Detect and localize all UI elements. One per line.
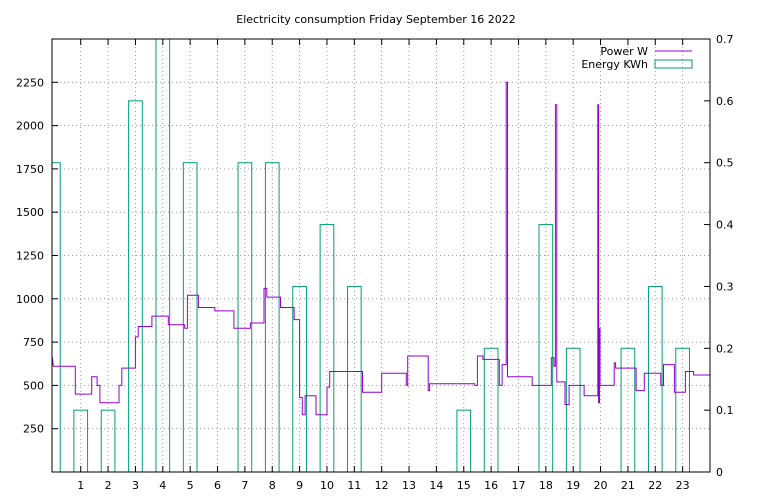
- x-tick-label: 7: [241, 479, 248, 492]
- x-tick-label: 5: [187, 479, 194, 492]
- plot-border: [51, 38, 711, 473]
- energy-bar: [237, 162, 253, 473]
- y2-tick-label: 0: [716, 466, 723, 479]
- y-tick-label: 1000: [16, 293, 44, 306]
- y2-tick-label: 0.4: [716, 219, 734, 232]
- y2-tick-label: 0.1: [716, 404, 734, 417]
- energy-bar: [483, 347, 499, 473]
- grid: [52, 39, 710, 472]
- power-line-group: [51, 81, 710, 416]
- x-tick-label: 21: [621, 479, 635, 492]
- x-tick-label: 9: [296, 479, 303, 492]
- y-tick-label: 1750: [16, 163, 44, 176]
- y-tick-label: 2000: [16, 120, 44, 133]
- x-tick-label: 1: [77, 479, 84, 492]
- energy-bar: [319, 224, 335, 473]
- x-tick-label: 12: [375, 479, 389, 492]
- x-tick-label: 17: [511, 479, 525, 492]
- energy-bar: [565, 347, 581, 473]
- energy-bars: [51, 38, 690, 473]
- y2-tick-label: 0.2: [716, 342, 734, 355]
- energy-bar: [675, 347, 690, 473]
- x-tick-label: 22: [648, 479, 662, 492]
- x-tick-label: 8: [269, 479, 276, 492]
- x-tick-label: 15: [457, 479, 471, 492]
- axes: [51, 38, 711, 473]
- y-tick-label: 1500: [16, 206, 44, 219]
- x-tick-label: 6: [214, 479, 221, 492]
- energy-bar: [264, 162, 280, 473]
- energy-bar: [128, 100, 143, 473]
- x-tick-label: 3: [132, 479, 139, 492]
- y-tick-label: 500: [23, 379, 44, 392]
- y-tick-label: 750: [23, 336, 44, 349]
- power-line: [51, 81, 710, 416]
- chart-title: Electricity consumption Friday September…: [236, 13, 515, 26]
- x-tick-label: 14: [429, 479, 443, 492]
- legend: Power W Energy KWh: [581, 45, 693, 71]
- legend-label-power: Power W: [600, 45, 648, 58]
- x-tick-label: 2: [105, 479, 112, 492]
- energy-bar: [538, 224, 554, 473]
- y2-tick-label: 0.5: [716, 157, 734, 170]
- x-tick-label: 10: [320, 479, 334, 492]
- y-tick-label: 250: [23, 423, 44, 436]
- x-tick-label: 18: [539, 479, 553, 492]
- legend-label-energy: Energy KWh: [581, 58, 648, 71]
- y2-tick-label: 0.7: [716, 33, 734, 46]
- tick-labels: 1 2 3 4 5 6 7 8 9 10 11 12 13 14 15 16 17 18 19 20 21 22 23250…: [16, 33, 734, 492]
- x-tick-label: 11: [347, 479, 361, 492]
- legend-swatch-energy: [654, 59, 693, 69]
- y2-tick-label: 0.6: [716, 95, 734, 108]
- x-tick-label: 13: [402, 479, 416, 492]
- y-tick-label: 1250: [16, 250, 44, 263]
- y-tick-label: 2250: [16, 76, 44, 89]
- x-tick-label: 19: [566, 479, 580, 492]
- x-tick-label: 16: [484, 479, 498, 492]
- x-tick-label: 20: [594, 479, 608, 492]
- energy-bar: [182, 162, 198, 473]
- energy-bar: [51, 162, 61, 473]
- energy-bar: [620, 347, 636, 473]
- y2-tick-label: 0.3: [716, 280, 734, 293]
- x-tick-label: 23: [676, 479, 690, 492]
- x-tick-label: 4: [159, 479, 166, 492]
